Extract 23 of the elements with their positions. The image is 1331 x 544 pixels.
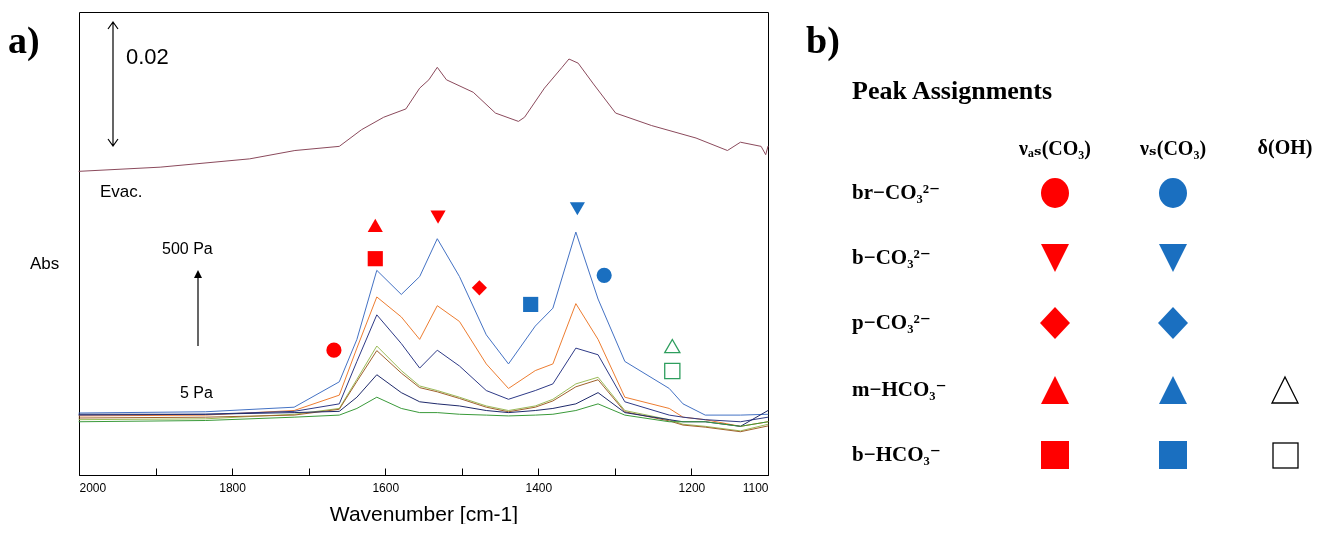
text: b) — [806, 18, 840, 62]
category-label: br−CO₃²⁻ — [852, 180, 941, 204]
category-label: δ(OH) — [1257, 136, 1313, 159]
annotation: 5 Pa — [180, 384, 213, 402]
category-label: νₛ(CO₃) — [1139, 136, 1207, 160]
x-tick-label: 1600 — [372, 480, 400, 495]
annotation: 0.02 — [126, 44, 169, 70]
x-tick-label: 2000 — [79, 480, 107, 495]
x-tick-label: 1100 — [742, 480, 769, 495]
category-label: b−CO₃²⁻ — [852, 245, 931, 269]
annotation: Evac. — [100, 182, 143, 202]
x-tick-label: 1200 — [678, 480, 706, 495]
text: Peak Assignments — [852, 76, 1053, 106]
category-label: b−HCO₃⁻ — [852, 442, 941, 466]
annotation: 500 Pa — [162, 240, 213, 258]
x-axis-title: Wavenumber [cm-1] — [329, 501, 519, 525]
chart-title: a) — [8, 18, 40, 62]
category-label: m−HCO₃⁻ — [852, 377, 947, 401]
category-label: p−CO₃²⁻ — [852, 310, 931, 334]
category-label: νₐₛ(CO₃) — [1019, 136, 1091, 160]
y-axis-title: Abs — [30, 254, 60, 274]
x-tick-label: 1800 — [219, 480, 247, 495]
x-tick-label: 1400 — [525, 480, 553, 495]
